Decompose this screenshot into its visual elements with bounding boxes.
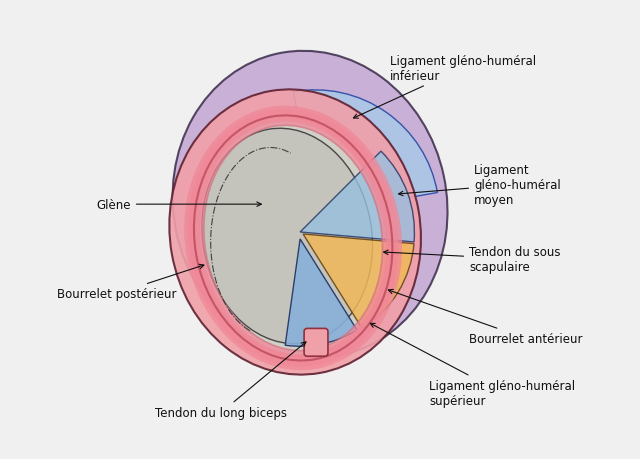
Wedge shape	[294, 90, 437, 215]
Text: Tendon du sous
scapulaire: Tendon du sous scapulaire	[383, 245, 561, 273]
Text: Tendon du long biceps: Tendon du long biceps	[155, 342, 306, 420]
Text: Ligament
gléno-huméral
moyen: Ligament gléno-huméral moyen	[399, 163, 561, 207]
Wedge shape	[303, 235, 414, 329]
Wedge shape	[300, 152, 415, 242]
Ellipse shape	[196, 118, 385, 355]
Text: Ligament gléno-huméral
inférieur: Ligament gléno-huméral inférieur	[353, 55, 536, 119]
Ellipse shape	[202, 129, 372, 344]
Wedge shape	[285, 240, 357, 347]
Text: Bourrelet antérieur: Bourrelet antérieur	[388, 290, 582, 345]
Text: Ligament gléno-huméral
supérieur: Ligament gléno-huméral supérieur	[371, 324, 575, 407]
Text: Bourrelet postérieur: Bourrelet postérieur	[56, 265, 204, 301]
Ellipse shape	[173, 52, 447, 358]
Ellipse shape	[170, 90, 421, 375]
FancyBboxPatch shape	[304, 329, 328, 357]
Text: Glène: Glène	[97, 198, 261, 211]
